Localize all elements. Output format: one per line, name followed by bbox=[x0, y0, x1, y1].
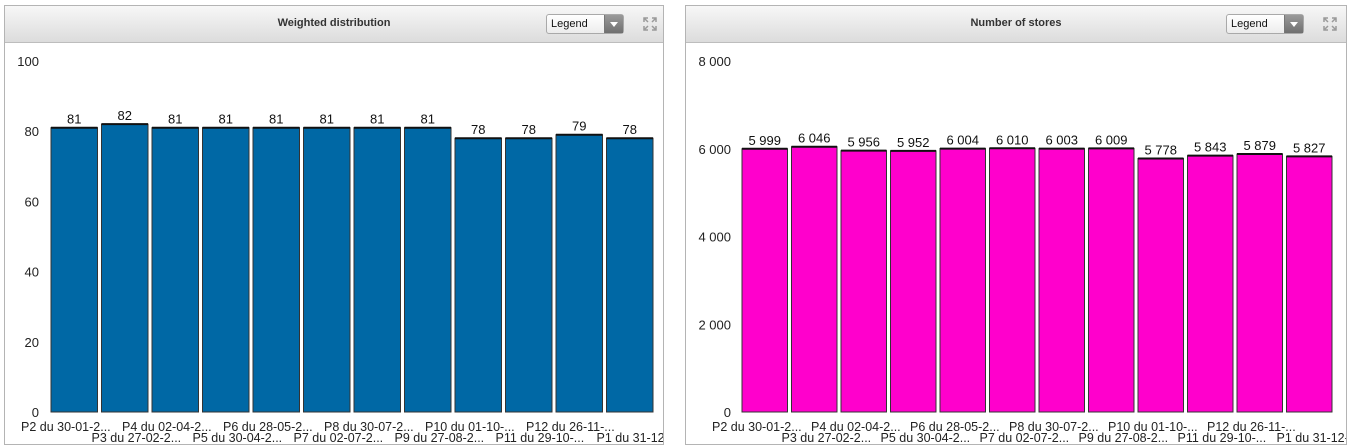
x-tick-label: P4 du 02-04-2... bbox=[811, 420, 901, 434]
x-tick-label: P3 du 27-02-2... bbox=[92, 431, 182, 445]
bar[interactable] bbox=[1187, 155, 1234, 413]
data-label: 82 bbox=[118, 108, 132, 123]
panel-header: Weighted distribution Legend bbox=[5, 6, 663, 43]
x-tick-label: P8 du 30-07-2... bbox=[1009, 420, 1099, 434]
bar[interactable] bbox=[840, 150, 887, 413]
data-label: 81 bbox=[168, 112, 182, 127]
data-label: 81 bbox=[67, 112, 81, 127]
bar[interactable] bbox=[252, 127, 300, 413]
x-tick-label: P9 du 27-08-2... bbox=[1079, 431, 1169, 445]
panel-title: Weighted distribution bbox=[277, 17, 391, 29]
bar[interactable] bbox=[50, 127, 98, 413]
bar[interactable] bbox=[989, 147, 1036, 413]
bar[interactable] bbox=[202, 127, 250, 413]
weighted-distribution-chart: 0 20 40 60 80 100 81 P2 du 30-01-2... 82 P3 du 27… bbox=[17, 54, 664, 445]
x-tick-label: P9 du 27-08-2... bbox=[395, 431, 485, 445]
chart-panel-number-of-stores: Number of stores Legend 0 2 000 4 000 6 000… bbox=[685, 5, 1347, 445]
data-label: 5 827 bbox=[1293, 140, 1326, 155]
legend-dropdown[interactable]: Legend bbox=[1226, 14, 1304, 34]
data-label: 5 952 bbox=[897, 135, 930, 150]
x-tick-label: P2 du 30-01-2... bbox=[21, 420, 111, 434]
bar[interactable] bbox=[1236, 153, 1283, 413]
y-tick-label: 8 000 bbox=[698, 54, 731, 69]
bar[interactable] bbox=[505, 137, 553, 413]
bar[interactable] bbox=[353, 127, 401, 413]
data-label: 6 009 bbox=[1095, 132, 1128, 147]
x-tick-label: P1 du 31-12-2... bbox=[597, 431, 664, 445]
panel-header: Number of stores Legend bbox=[686, 6, 1346, 43]
data-label: 6 004 bbox=[946, 133, 979, 148]
data-label: 81 bbox=[219, 112, 233, 127]
bar[interactable] bbox=[404, 127, 452, 413]
x-tick-label: P10 du 01-10-... bbox=[425, 420, 515, 434]
x-tick-label: P10 du 01-10-... bbox=[1108, 420, 1198, 434]
data-label: 5 999 bbox=[748, 133, 781, 148]
bar[interactable] bbox=[151, 127, 199, 413]
y-tick-label: 2 000 bbox=[698, 317, 731, 332]
x-tick-label: P12 du 26-11-... bbox=[1207, 420, 1296, 434]
y-tick-label: 100 bbox=[17, 54, 39, 69]
data-label: 79 bbox=[572, 119, 586, 134]
x-tick-label: P6 du 28-05-2... bbox=[223, 420, 313, 434]
bar[interactable] bbox=[890, 150, 937, 413]
panel-title: Number of stores bbox=[970, 17, 1062, 29]
expand-icon[interactable] bbox=[642, 16, 658, 32]
data-label: 6 046 bbox=[798, 131, 831, 146]
bar[interactable] bbox=[741, 148, 788, 413]
legend-dropdown[interactable]: Legend bbox=[546, 14, 624, 34]
x-tick-label: P5 du 30-04-2... bbox=[881, 431, 971, 445]
data-label: 78 bbox=[522, 122, 536, 137]
x-tick-label: P4 du 02-04-2... bbox=[122, 420, 212, 434]
x-tick-label: P1 du 31-12-2... bbox=[1277, 431, 1347, 445]
x-tick-label: P12 du 26-11-... bbox=[526, 420, 615, 434]
y-tick-label: 0 bbox=[724, 405, 731, 420]
chart-panel-weighted-distribution: Weighted distribution Legend 0 20 40 60 80 10… bbox=[4, 5, 664, 445]
data-label: 78 bbox=[623, 122, 637, 137]
x-tick-label: P7 du 02-07-2... bbox=[980, 431, 1070, 445]
data-label: 81 bbox=[370, 112, 384, 127]
bar[interactable] bbox=[555, 134, 603, 413]
bar[interactable] bbox=[1088, 147, 1135, 413]
y-tick-label: 0 bbox=[32, 405, 39, 420]
legend-dropdown-label: Legend bbox=[551, 18, 588, 30]
data-label: 6 003 bbox=[1045, 133, 1078, 148]
x-tick-label: P6 du 28-05-2... bbox=[910, 420, 1000, 434]
y-tick-label: 60 bbox=[25, 194, 39, 209]
bar[interactable] bbox=[1137, 157, 1184, 413]
bar[interactable] bbox=[1286, 155, 1333, 413]
data-label: 5 956 bbox=[847, 135, 880, 150]
expand-icon[interactable] bbox=[1322, 16, 1338, 32]
bar[interactable] bbox=[303, 127, 351, 413]
bar[interactable] bbox=[1038, 148, 1085, 413]
x-tick-label: P5 du 30-04-2... bbox=[193, 431, 283, 445]
x-tick-label: P7 du 02-07-2... bbox=[294, 431, 384, 445]
chevron-down-icon bbox=[604, 15, 623, 33]
data-label: 5 778 bbox=[1144, 142, 1177, 157]
x-tick-label: P11 du 29-10-... bbox=[1178, 431, 1267, 445]
y-tick-label: 6 000 bbox=[698, 142, 731, 157]
y-tick-label: 40 bbox=[25, 265, 39, 280]
x-tick-label: P2 du 30-01-2... bbox=[712, 420, 802, 434]
bar[interactable] bbox=[101, 123, 149, 413]
data-label: 81 bbox=[269, 112, 283, 127]
y-tick-label: 20 bbox=[25, 335, 39, 350]
x-tick-label: P3 du 27-02-2... bbox=[782, 431, 872, 445]
data-label: 81 bbox=[320, 112, 334, 127]
y-tick-label: 80 bbox=[25, 124, 39, 139]
bar[interactable] bbox=[454, 137, 502, 413]
chevron-down-icon bbox=[1284, 15, 1303, 33]
legend-dropdown-label: Legend bbox=[1231, 18, 1268, 30]
x-tick-label: P8 du 30-07-2... bbox=[324, 420, 414, 434]
bar[interactable] bbox=[939, 148, 986, 413]
y-tick-label: 4 000 bbox=[698, 230, 731, 245]
data-label: 81 bbox=[421, 112, 435, 127]
bar[interactable] bbox=[606, 137, 654, 413]
number-of-stores-chart: 0 2 000 4 000 6 000 8 000 5 999 P2 du 30-01-2.… bbox=[698, 54, 1347, 445]
data-label: 78 bbox=[471, 122, 485, 137]
data-label: 5 879 bbox=[1243, 138, 1276, 153]
x-tick-label: P11 du 29-10-... bbox=[496, 431, 585, 445]
bar[interactable] bbox=[791, 146, 838, 413]
data-label: 6 010 bbox=[996, 132, 1029, 147]
data-label: 5 843 bbox=[1194, 140, 1227, 155]
